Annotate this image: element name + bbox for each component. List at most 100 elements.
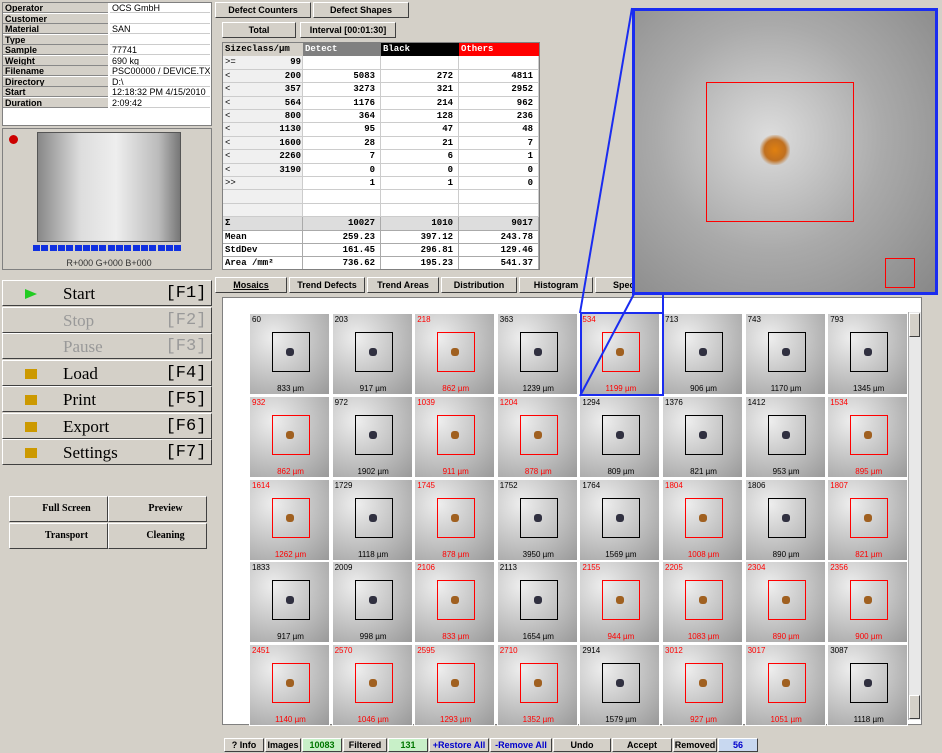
count: 0 — [527, 164, 533, 175]
control-button[interactable]: Stop [F2] — [2, 306, 212, 333]
mosaic-tile[interactable]: 203 917 µm — [331, 313, 413, 395]
mosaic-tile[interactable]: 1039 911 µm — [414, 395, 496, 478]
table-cell — [223, 110, 303, 124]
control-button[interactable]: Pause [F3] — [2, 333, 212, 359]
control-button[interactable]: Print [F5] — [2, 386, 212, 412]
view-tab[interactable]: Trend Areas — [367, 277, 439, 293]
mosaic-tile[interactable]: 2451 1140 µm — [249, 644, 330, 727]
defect-box — [850, 332, 889, 372]
status-info[interactable]: ? Info — [224, 738, 264, 752]
tile-size: 900 µm — [855, 632, 883, 642]
tool-button[interactable]: Cleaning — [108, 523, 207, 549]
counter-subtab[interactable]: Interval [00:01:30] — [300, 22, 396, 38]
defect-box — [767, 497, 806, 538]
mosaic-tile[interactable]: 1614 1262 µm — [249, 478, 330, 561]
mosaic-tile[interactable]: 2356 900 µm — [827, 561, 909, 644]
defect-box — [437, 663, 476, 704]
tile-id: 1729 — [334, 480, 353, 490]
view-tab[interactable]: Mosaics — [215, 277, 287, 293]
mosaic-tile[interactable]: 793 1345 µm — [827, 313, 909, 395]
tool-button[interactable]: Transport — [9, 523, 108, 549]
summary-value: 161.45 — [342, 245, 375, 255]
mosaic-tile[interactable]: 1752 3950 µm — [496, 478, 578, 561]
preview-bar — [157, 245, 165, 251]
mosaic-tile[interactable]: 1804 1008 µm — [662, 478, 743, 561]
info-value — [110, 35, 210, 45]
mosaic-tile[interactable]: 713 906 µm — [662, 313, 743, 395]
table-cell — [459, 83, 539, 97]
control-key: [F3] — [165, 337, 207, 356]
info-value: 690 kg — [110, 56, 210, 66]
mosaic-tile[interactable]: 1534 895 µm — [827, 395, 909, 478]
summary-value: 1010 — [431, 218, 453, 229]
control-button[interactable]: Settings [F7] — [2, 439, 212, 465]
mosaic-tile[interactable]: 1745 878 µm — [414, 478, 496, 561]
status-remove[interactable]: -Remove All — [490, 738, 552, 752]
defect-box — [437, 497, 476, 538]
mosaic-tile[interactable]: 1833 917 µm — [249, 561, 330, 644]
tile-size: 821 µm — [690, 466, 717, 476]
tile-size: 1140 µm — [275, 715, 306, 725]
mosaic-tile[interactable]: 1764 1569 µm — [579, 478, 661, 561]
mosaic-tile[interactable]: 932 862 µm — [249, 395, 330, 478]
mosaic-tile[interactable]: 1729 1118 µm — [331, 478, 413, 561]
control-button[interactable]: Load [F4] — [2, 359, 212, 386]
defect-box — [602, 497, 641, 538]
view-tab[interactable]: Trend Defects — [289, 277, 365, 293]
scroll-down[interactable] — [909, 695, 920, 719]
tile-size: 1046 µm — [357, 715, 389, 725]
view-tab[interactable]: Distribution — [441, 277, 517, 293]
mosaic-tile[interactable]: 2914 1579 µm — [579, 644, 661, 727]
counter-subtab[interactable]: Total — [222, 22, 296, 38]
mosaic-tile[interactable]: 218 862 µm — [414, 313, 496, 395]
tile-id: 1764 — [582, 480, 601, 490]
tile-id: 1534 — [830, 397, 848, 407]
tile-id: 2304 — [747, 563, 766, 573]
mosaic-tile[interactable]: 3087 1118 µm — [827, 644, 909, 727]
mosaic-tile[interactable]: 1376 821 µm — [662, 395, 743, 478]
tile-size: 1083 µm — [687, 632, 720, 642]
mosaic-tile[interactable]: 1807 821 µm — [827, 478, 909, 561]
count: 7 — [369, 151, 375, 162]
mosaic-tile[interactable]: 3012 927 µm — [662, 644, 743, 727]
status-led — [9, 135, 18, 144]
mosaic-tile[interactable]: 2205 1083 µm — [662, 561, 743, 644]
mosaic-tile[interactable]: 2106 833 µm — [414, 561, 496, 644]
preview-bar — [57, 245, 65, 251]
mosaic-tile[interactable]: 1806 890 µm — [744, 478, 826, 561]
defect-spot — [533, 430, 542, 439]
status-undo[interactable]: Undo — [553, 738, 611, 752]
tile-size: 1170 µm — [770, 384, 802, 393]
mosaic-tile[interactable]: 1412 953 µm — [744, 395, 826, 478]
mosaic-tile[interactable]: 2155 944 µm — [579, 561, 661, 644]
tool-button[interactable]: Full Screen — [9, 496, 108, 522]
mosaic-tile[interactable]: 2113 1654 µm — [496, 561, 578, 644]
mosaic-tile[interactable]: 2009 998 µm — [331, 561, 413, 644]
mosaic-tile[interactable]: 2304 890 µm — [744, 561, 826, 644]
mosaic-tile[interactable]: 1204 878 µm — [496, 395, 578, 478]
control-button[interactable]: Export [F6] — [2, 412, 212, 439]
mosaic-tile[interactable]: 2595 1293 µm — [414, 644, 496, 727]
counter-tab[interactable]: Defect Shapes — [313, 2, 409, 18]
mosaic-tile[interactable]: 60 833 µm — [249, 313, 330, 395]
summary-cell — [303, 217, 381, 231]
tile-id: 534 — [582, 315, 596, 324]
tool-button[interactable]: Preview — [108, 496, 207, 522]
mosaic-tile[interactable]: 363 1239 µm — [496, 313, 578, 395]
mosaic-tile[interactable]: 1294 809 µm — [579, 395, 661, 478]
tile-id: 2710 — [499, 646, 518, 656]
count: 1 — [527, 151, 533, 162]
status-accept[interactable]: Accept — [612, 738, 672, 752]
mosaic-tile[interactable]: 743 1170 µm — [744, 313, 826, 395]
counter-tab[interactable]: Defect Counters — [215, 2, 311, 18]
mosaic-tile[interactable]: 534 1199 µm — [579, 313, 661, 395]
mosaic-tile[interactable]: 2570 1046 µm — [331, 644, 413, 727]
control-button[interactable]: Start [F1] — [2, 280, 212, 306]
mosaic-tile[interactable]: 972 1902 µm — [331, 395, 413, 478]
mosaic-tile[interactable]: 3017 1051 µm — [744, 644, 826, 727]
view-tab[interactable]: Histogram — [519, 277, 593, 293]
table-cell — [223, 150, 303, 164]
mosaic-tile[interactable]: 2710 1352 µm — [496, 644, 578, 727]
scroll-up[interactable] — [909, 313, 920, 337]
status-restore[interactable]: +Restore All — [429, 738, 489, 752]
